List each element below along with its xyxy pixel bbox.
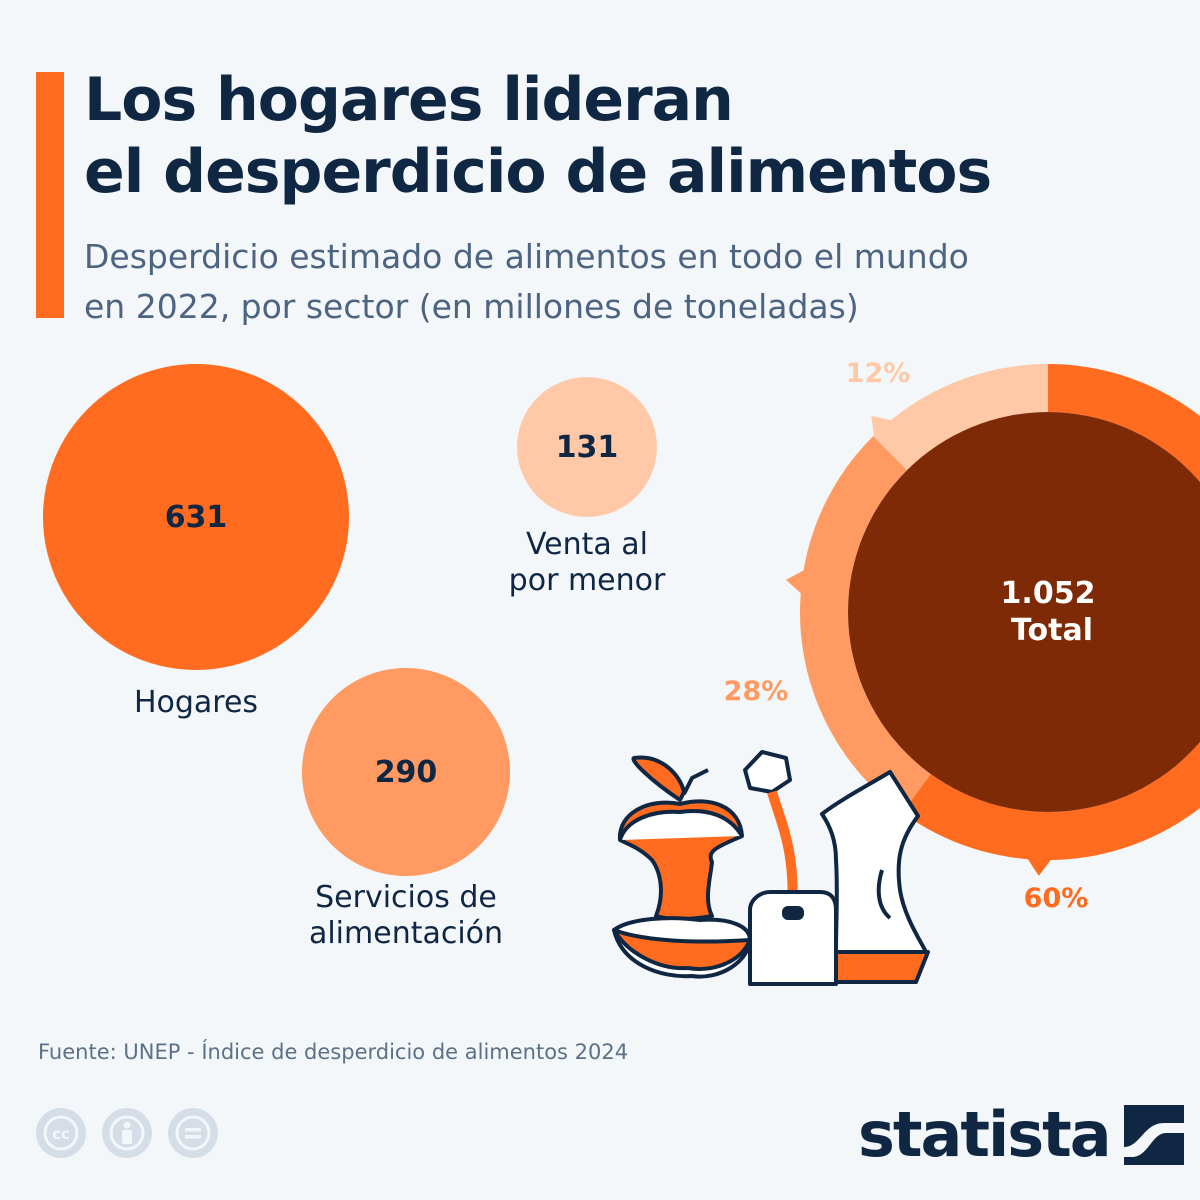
bubble-servicios: 290 <box>302 668 510 876</box>
bubble-venta: 131 <box>517 377 657 517</box>
bubble-hogares: 631 <box>43 364 349 670</box>
nd-icon[interactable] <box>168 1108 218 1158</box>
total-value: 1.052 <box>1001 576 1096 611</box>
pointer-servicios <box>785 569 806 595</box>
license-icons: cc <box>36 1108 218 1158</box>
by-icon[interactable] <box>102 1108 152 1158</box>
bubble-value-servicios: 290 <box>374 754 438 790</box>
donut-slice-venta <box>873 364 1048 471</box>
total-label: Total <box>1011 613 1093 648</box>
pointer-hogares <box>1026 857 1053 876</box>
brand-name: statista <box>858 1098 1112 1171</box>
svg-text:cc: cc <box>52 1125 70 1143</box>
donut-slice-hogares <box>902 364 1200 860</box>
juice-box-icon <box>743 750 838 986</box>
bubble-value-hogares: 631 <box>164 499 228 535</box>
statista-brand[interactable]: statista <box>858 1098 1184 1171</box>
bubble-label-servicios: Servicios de alimentación <box>308 880 504 951</box>
cc-icon[interactable]: cc <box>36 1108 86 1158</box>
statista-logo-icon <box>1123 1104 1184 1165</box>
accent-bar <box>36 72 64 318</box>
bubble-value-venta: 131 <box>555 429 619 465</box>
crumpled-paper-icon <box>820 770 930 984</box>
share-label-venta: 12% <box>846 358 911 389</box>
chart-title: Los hogares lideran el desperdicio de al… <box>84 65 992 207</box>
share-label-hogares: 60% <box>1024 883 1089 914</box>
bubble-label-venta: Venta al por menor <box>508 527 666 598</box>
share-label-servicios: 28% <box>724 676 789 707</box>
food-waste-illustration <box>612 750 930 986</box>
chart-subtitle: Desperdicio estimado de alimentos en tod… <box>84 237 969 326</box>
apple-core-icon <box>612 755 752 979</box>
pointer-venta <box>871 415 894 439</box>
source-note: Fuente: UNEP - Índice de desperdicio de … <box>38 1040 629 1064</box>
bubble-label-hogares: Hogares <box>133 685 259 720</box>
donut-slice-servicios <box>800 436 931 813</box>
donut-center <box>848 412 1200 812</box>
